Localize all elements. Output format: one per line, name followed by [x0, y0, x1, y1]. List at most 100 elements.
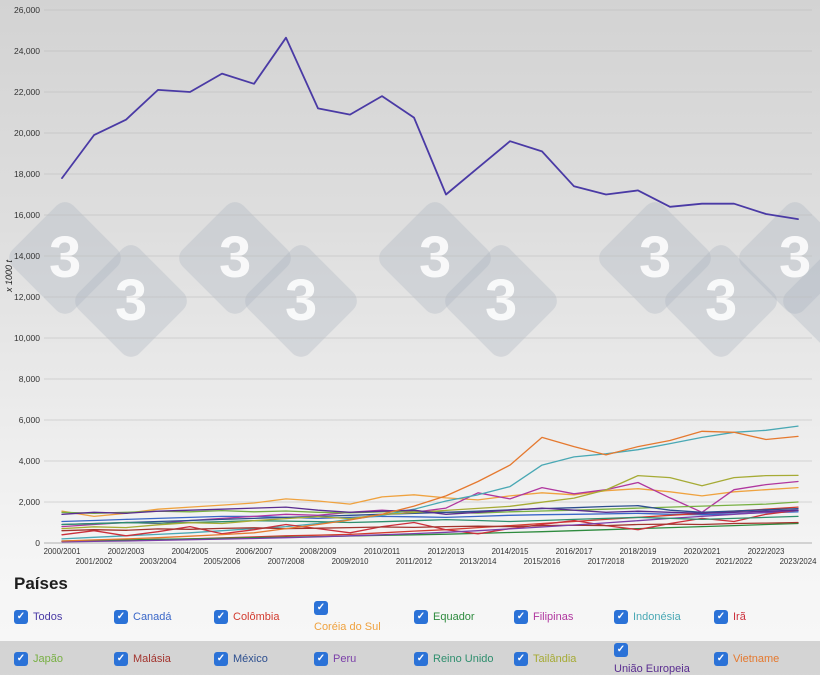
y-tick-label: 4,000 — [19, 456, 41, 466]
x-tick-label: 2015/2016 — [524, 557, 561, 566]
y-tick-label: 10,000 — [14, 333, 40, 343]
legend-item-colômbia[interactable]: Colômbia — [214, 601, 310, 634]
y-tick-label: 16,000 — [14, 210, 40, 220]
chart-area: 3 3 3 3 3 3 3 3 3 3 02,0004,0006,0008,00… — [4, 5, 820, 566]
series-line-tailândia — [61, 474, 799, 530]
x-tick-label: 2008/2009 — [300, 547, 337, 556]
x-tick-label: 2019/2020 — [652, 557, 690, 566]
checkbox-checked-icon[interactable] — [214, 651, 228, 666]
x-tick-label: 2003/2004 — [140, 557, 178, 566]
axis-labels: 0 2,000 4,000 6,000 8,000 10,000 12,000 14,000 1… — [14, 5, 817, 566]
legend-item-label: Malásia — [133, 652, 171, 665]
y-tick-label: 18,000 — [14, 169, 40, 179]
legend-item-irã[interactable]: Irã — [714, 601, 810, 634]
checkbox-checked-icon[interactable] — [414, 651, 428, 666]
legend-item-label: Indonésia — [633, 611, 681, 623]
y-tick-label: 24,000 — [14, 46, 40, 56]
checkbox-checked-icon[interactable] — [614, 642, 628, 657]
y-tick-label: 20,000 — [14, 128, 40, 138]
x-tick-label: 2010/2011 — [364, 547, 400, 556]
legend-item-label: Canadá — [133, 611, 172, 623]
y-axis-title: x 1000 t — [4, 259, 14, 293]
x-tick-label: 2006/2007 — [236, 547, 273, 556]
legend-item-label: Peru — [333, 652, 357, 665]
legend-grid: Todos Canadá Colômbia Coréia do Sul Equador F… — [14, 601, 810, 675]
legend-item-méxico[interactable]: México — [214, 643, 310, 675]
series-line-união-europeia — [61, 506, 799, 515]
y-tick-label: 2,000 — [19, 497, 41, 507]
legend-item-malásia[interactable]: Malásia — [114, 643, 210, 675]
legend-item-label: Todos — [33, 611, 63, 623]
y-tick-label: 8,000 — [19, 374, 41, 384]
legend-item-equador[interactable]: Equador — [414, 601, 510, 634]
x-tick-label: 2012/2013 — [428, 547, 465, 556]
legend-item-label: Colômbia — [233, 611, 280, 623]
line-chart: 0 2,000 4,000 6,000 8,000 10,000 12,000 14,000 1… — [4, 5, 817, 566]
checkbox-checked-icon[interactable] — [714, 651, 728, 666]
legend-item-todos[interactable]: Todos — [14, 601, 110, 634]
x-tick-label: 2022/2023 — [748, 547, 785, 556]
series-line-malásia — [61, 521, 799, 532]
legend-item-tailândia[interactable]: Tailândia — [514, 643, 610, 675]
x-tick-label: 2013/2014 — [460, 557, 498, 566]
checkbox-checked-icon[interactable] — [14, 651, 28, 666]
legend-item-label: México — [233, 652, 268, 665]
legend-item-indonésia[interactable]: Indonésia — [614, 601, 710, 634]
checkbox-checked-icon[interactable] — [314, 651, 328, 666]
y-tick-label: 22,000 — [14, 87, 40, 97]
legend-item-canadá[interactable]: Canadá — [114, 601, 210, 634]
legend-title: Países — [14, 574, 68, 593]
series-lines — [61, 36, 799, 543]
legend-item-vietname[interactable]: Vietname — [714, 643, 810, 675]
x-tick-label: 2011/2012 — [396, 557, 432, 566]
series-line-todos — [61, 36, 799, 221]
legend-item-japão[interactable]: Japão — [14, 643, 110, 675]
checkbox-checked-icon[interactable] — [514, 610, 528, 625]
y-tick-label: 12,000 — [14, 292, 40, 302]
x-tick-label: 2014/2015 — [492, 547, 530, 556]
x-tick-label: 2007/2008 — [268, 557, 305, 566]
x-tick-label: 2018/2019 — [620, 547, 657, 556]
series-line-indonésia — [61, 425, 799, 540]
legend: Países Todos Canadá Colômbia Coréia do Sul E… — [0, 570, 820, 675]
checkbox-checked-icon[interactable] — [114, 651, 128, 666]
legend-item-label: Filipinas — [533, 611, 574, 623]
checkbox-checked-icon[interactable] — [614, 610, 628, 625]
x-tick-label: 2009/2010 — [332, 557, 370, 566]
legend-item-label: Reino Unido — [433, 652, 494, 665]
legend-item-label: Tailândia — [533, 652, 577, 665]
legend-item-label: União Europeia — [614, 662, 690, 675]
y-tick-label: 6,000 — [19, 415, 41, 425]
y-tick-label: 14,000 — [14, 251, 40, 261]
x-tick-label: 2002/2003 — [108, 547, 145, 556]
series-line-coréia-do-sul — [61, 486, 799, 518]
legend-item-label: Coréia do Sul — [314, 621, 381, 633]
y-tick-label: 26,000 — [14, 5, 40, 15]
checkbox-checked-icon[interactable] — [414, 610, 428, 625]
checkbox-checked-icon[interactable] — [14, 610, 28, 625]
gridlines — [44, 9, 812, 544]
legend-item-coréia-do-sul[interactable]: Coréia do Sul — [314, 601, 410, 634]
legend-item-união-europeia[interactable]: União Europeia — [614, 642, 710, 675]
legend-item-label: Irã — [733, 611, 746, 623]
x-tick-label: 2001/2002 — [76, 557, 113, 566]
x-tick-label: 2000/2001 — [44, 547, 81, 556]
checkbox-checked-icon[interactable] — [214, 610, 228, 625]
legend-item-label: Equador — [433, 611, 475, 623]
series-line-irã — [61, 509, 799, 537]
legend-item-label: Japão — [33, 652, 63, 665]
legend-item-filipinas[interactable]: Filipinas — [514, 601, 610, 634]
x-tick-label: 2017/2018 — [588, 557, 625, 566]
checkbox-checked-icon[interactable] — [114, 610, 128, 625]
legend-item-peru[interactable]: Peru — [314, 643, 410, 675]
checkbox-checked-icon[interactable] — [714, 610, 728, 625]
series-line-vietname — [61, 430, 799, 542]
y-tick-label: 0 — [35, 538, 40, 548]
checkbox-checked-icon[interactable] — [514, 651, 528, 666]
x-tick-label: 2023/2024 — [780, 557, 818, 566]
legend-item-reino-unido[interactable]: Reino Unido — [414, 643, 510, 675]
series-line-equador — [61, 522, 799, 542]
checkbox-checked-icon[interactable] — [314, 601, 328, 615]
legend-item-label: Vietname — [733, 652, 780, 665]
x-tick-label: 2005/2006 — [204, 557, 241, 566]
